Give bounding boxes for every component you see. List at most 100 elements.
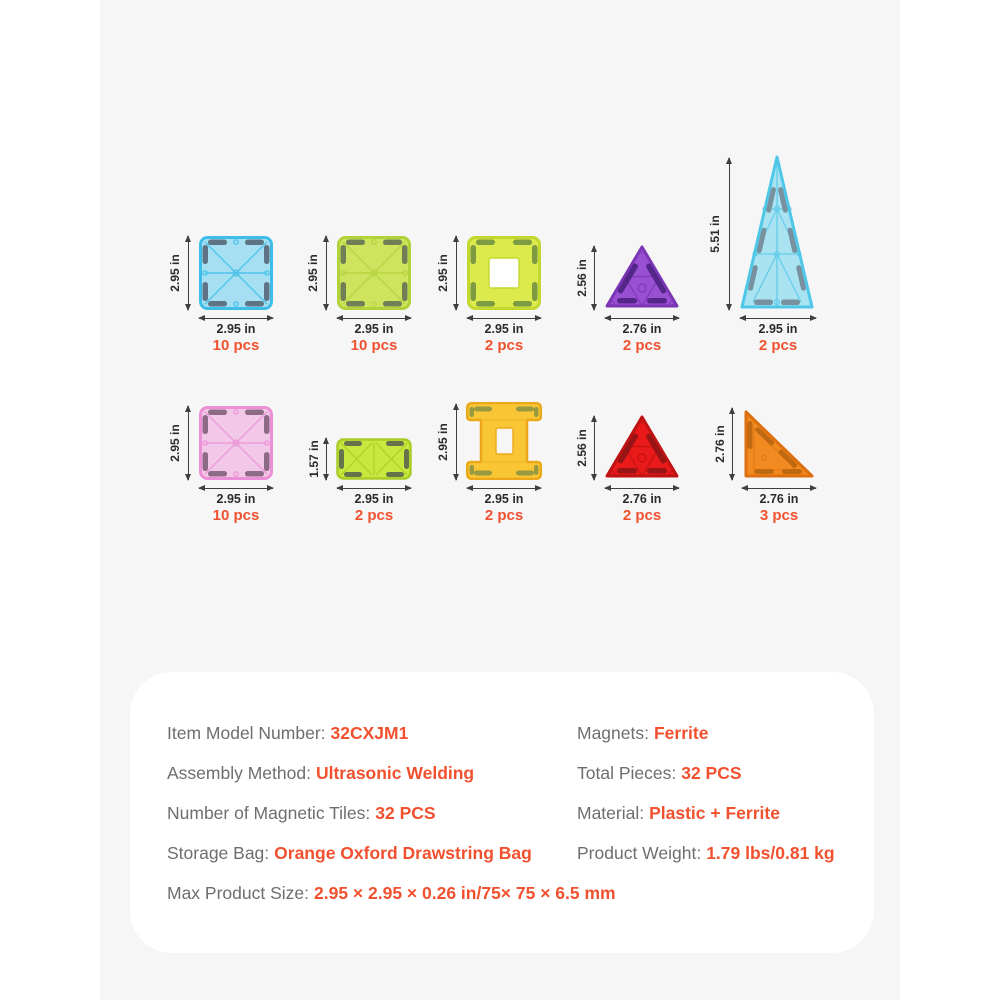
width-dimension-label: 2.76 in: [759, 492, 799, 506]
height-dimension-arrow: [729, 407, 735, 481]
figure-window-tile-yellow: 2.95 in 2.95 in 2 pcs: [433, 400, 573, 526]
height-dimension-label: 5.51 in: [708, 215, 722, 253]
spec-item-model-number: Item Model Number: 32CXJM1: [167, 724, 616, 742]
height-dimension-arrow: [323, 437, 329, 481]
height-dimension-arrow: [453, 403, 459, 481]
spec-storage-bag: Storage Bag: Orange Oxford Drawstring Bag: [167, 844, 616, 862]
height-dimension-arrow: [726, 157, 732, 311]
square-blue-tile-icon: [199, 236, 273, 310]
width-dimension-label: 2.95 in: [354, 322, 394, 336]
square-green-tile-icon: [337, 236, 411, 310]
width-dimension-arrow: [336, 485, 412, 491]
spec-material: Material: Plastic + Ferrite: [577, 804, 835, 822]
width-dimension-arrow: [604, 485, 680, 491]
height-dimension-label: 2.95 in: [168, 254, 182, 292]
height-dimension-label: 2.95 in: [436, 254, 450, 292]
spec-magnets: Magnets: Ferrite: [577, 724, 835, 742]
piece-count: 10 pcs: [350, 337, 398, 354]
width-dimension-label: 2.95 in: [216, 322, 256, 336]
height-dimension-arrow: [591, 245, 597, 311]
triangle-purple-tile-icon: [605, 245, 679, 308]
figure-right-triangle-orange: 2.76 in 2.76 in 3 pcs: [707, 400, 847, 526]
piece-count: 2 pcs: [354, 507, 394, 524]
height-dimension-arrow: [453, 235, 459, 311]
piece-count: 2 pcs: [622, 507, 662, 524]
height-dimension-arrow: [591, 415, 597, 481]
square-pink-tile-icon: [199, 406, 273, 480]
spec-value: Plastic + Ferrite: [649, 803, 780, 823]
figure-hollow-square-lime: 2.95 in 2.95 in 2 pcs: [433, 230, 573, 356]
height-dimension-label: 2.95 in: [436, 423, 450, 461]
spec-assembly-method: Assembly Method: Ultrasonic Welding: [167, 764, 616, 782]
spec-value: Ultrasonic Welding: [315, 763, 475, 783]
height-dimension-arrow: [323, 235, 329, 311]
figure-triangle-purple: 2.56 in 2.76 in 2 pcs: [571, 230, 711, 356]
spec-value: Ferrite: [653, 723, 709, 743]
spec-column-right: Magnets: Ferrite Total Pieces: 32 PCS Mate…: [577, 724, 835, 862]
spec-max-product-size: Max Product Size: 2.95 × 2.95 × 0.26 in/7…: [167, 884, 616, 902]
spec-label: Product Weight:: [577, 843, 702, 863]
tall-triangle-blue-tile-icon: [740, 155, 814, 309]
height-dimension-label: 1.57 in: [307, 440, 321, 478]
spec-product-weight: Product Weight: 1.79 lbs/0.81 kg: [577, 844, 835, 862]
spec-number-of-tiles: Number of Magnetic Tiles: 32 PCS: [167, 804, 616, 822]
height-dimension-arrow: [185, 235, 191, 311]
width-dimension-arrow: [604, 315, 680, 321]
height-dimension-label: 2.95 in: [168, 424, 182, 462]
spec-total-pieces: Total Pieces: 32 PCS: [577, 764, 835, 782]
spec-value: 1.79 lbs/0.81 kg: [706, 843, 835, 863]
height-dimension-label: 2.56 in: [575, 429, 589, 467]
width-dimension-label: 2.95 in: [354, 492, 394, 506]
spec-value: 32CXJM1: [330, 723, 409, 743]
width-dimension-arrow: [336, 315, 412, 321]
width-dimension-arrow: [466, 315, 542, 321]
figure-triangle-red: 2.56 in 2.76 in 2 pcs: [571, 400, 711, 526]
width-dimension-arrow: [741, 485, 817, 491]
spec-label: Magnets:: [577, 723, 649, 743]
figure-rectangle-green: 1.57 in 2.95 in 2 pcs: [303, 400, 443, 526]
width-dimension-arrow: [198, 315, 274, 321]
spec-value: 2.95 × 2.95 × 0.26 in/75× 75 × 6.5 mm: [314, 883, 616, 903]
rectangle-green-tile-icon: [336, 438, 412, 480]
width-dimension-arrow: [198, 485, 274, 491]
piece-count: 2 pcs: [758, 337, 798, 354]
spec-label: Total Pieces:: [577, 763, 677, 783]
width-dimension-label: 2.76 in: [622, 322, 662, 336]
width-dimension-label: 2.76 in: [622, 492, 662, 506]
spec-label: Max Product Size:: [167, 883, 309, 903]
figure-large-square-green: 2.95 in 2.95 in 10 pcs: [303, 230, 443, 356]
height-dimension-arrow: [185, 405, 191, 481]
figure-large-square-blue: 2.95 in 2.95 in 10 pcs: [165, 230, 305, 356]
piece-count: 2 pcs: [484, 337, 524, 354]
right-triangle-orange-tile-icon: [744, 410, 814, 478]
spec-card: Item Model Number: 32CXJM1 Assembly Metho…: [130, 672, 874, 953]
triangle-red-tile-icon: [605, 415, 679, 478]
hollow-square-tile-icon: [467, 236, 541, 310]
width-dimension-arrow: [739, 315, 817, 321]
spec-label: Assembly Method:: [167, 763, 311, 783]
height-dimension-label: 2.95 in: [306, 254, 320, 292]
figure-large-square-pink: 2.95 in 2.95 in 10 pcs: [165, 400, 305, 526]
spec-label: Material:: [577, 803, 645, 823]
spec-value: Orange Oxford Drawstring Bag: [274, 843, 532, 863]
spec-label: Number of Magnetic Tiles:: [167, 803, 371, 823]
piece-count: 3 pcs: [759, 507, 799, 524]
figure-tall-triangle-blue: 5.51 in 2.95 in 2 pcs: [706, 152, 846, 356]
piece-count: 10 pcs: [212, 337, 260, 354]
spec-column-left: Item Model Number: 32CXJM1 Assembly Metho…: [167, 724, 616, 902]
width-dimension-label: 2.95 in: [484, 322, 524, 336]
spec-label: Item Model Number:: [167, 723, 326, 743]
piece-count: 2 pcs: [484, 507, 524, 524]
width-dimension-label: 2.95 in: [216, 492, 256, 506]
height-dimension-label: 2.76 in: [713, 425, 727, 463]
spec-label: Storage Bag:: [167, 843, 270, 863]
height-dimension-label: 2.56 in: [575, 259, 589, 297]
width-dimension-arrow: [466, 485, 542, 491]
width-dimension-label: 2.95 in: [484, 492, 524, 506]
piece-count: 2 pcs: [622, 337, 662, 354]
width-dimension-label: 2.95 in: [758, 322, 798, 336]
window-tile-yellow-icon: [466, 402, 542, 480]
piece-count: 10 pcs: [212, 507, 260, 524]
spec-value: 32 PCS: [681, 763, 742, 783]
